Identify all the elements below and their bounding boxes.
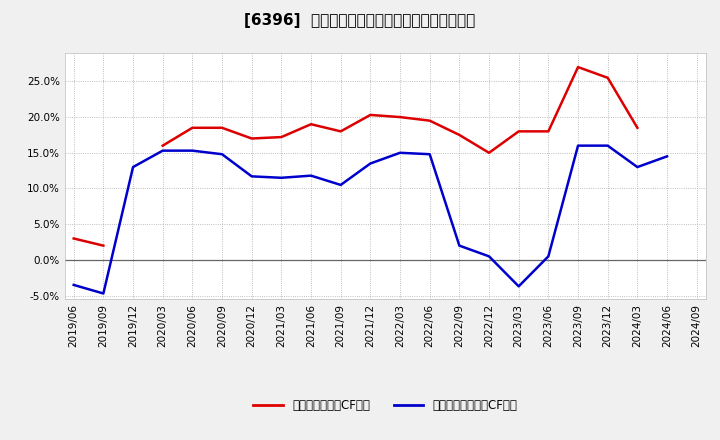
Legend: 有利子負債営業CF比率, 有利子負債フリーCF比率: 有利子負債営業CF比率, 有利子負債フリーCF比率 [248, 394, 522, 417]
Text: [6396]  有利子負債キャッシュフロー比率の推移: [6396] 有利子負債キャッシュフロー比率の推移 [244, 13, 476, 28]
